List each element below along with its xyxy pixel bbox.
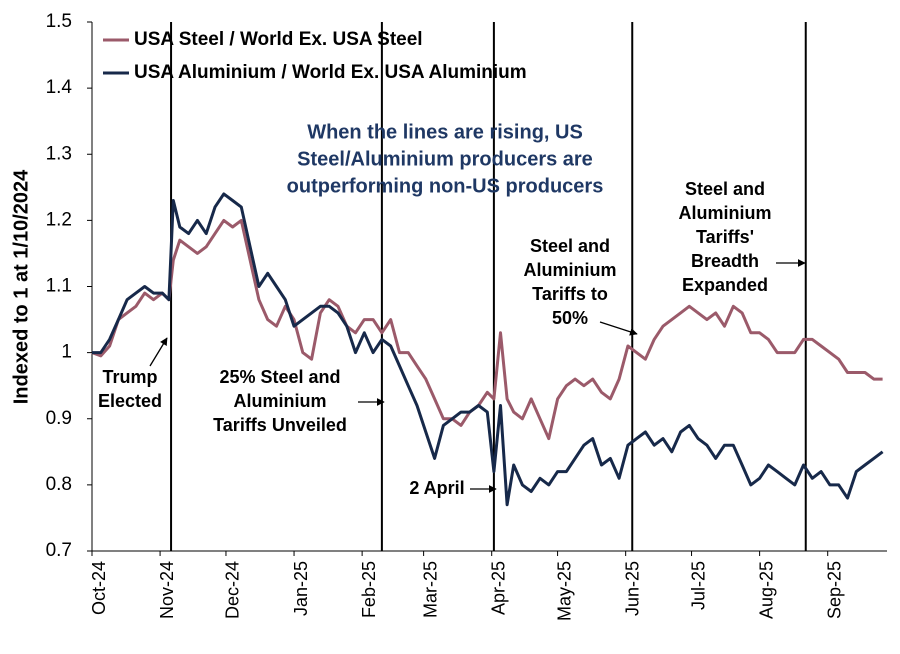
series-line [91,218,883,441]
note: outperforming non-US producers [287,175,604,197]
x-tick-label: May-25 [554,561,574,621]
y-tick-label: 1.3 [46,143,72,164]
y-axis-label: Indexed to 1 at 1/10/2024 [10,169,32,404]
x-tick-label: Dec-24 [223,561,243,619]
annotation: 2 April [409,478,464,498]
y-tick-label: 1.4 [46,77,73,98]
x-tick-label: Jul-25 [688,561,708,610]
y-tick-label: 0.8 [46,474,72,495]
note: Steel/Aluminium producers are [297,148,593,170]
x-tick-label: Jan-25 [291,561,311,616]
annotation-arrow [599,321,638,336]
y-tick-label: 0.7 [46,540,72,561]
annotation: Tariffs to [532,284,608,304]
x-tick-label: Sep-25 [824,561,844,619]
x-tick-label: Jun-25 [622,561,642,616]
annotation: Tariffs Unveiled [213,415,347,435]
x-tick-label: Oct-24 [89,561,109,615]
annotation: Elected [98,391,162,411]
legend-label: USA Steel / World Ex. USA Steel [134,29,423,50]
legend-label: USA Aluminium / World Ex. USA Aluminium [134,62,527,83]
annotation: Steel and [530,236,610,256]
x-tick-label: Aug-25 [756,561,776,619]
y-tick-label: 0.9 [46,408,72,429]
annotation: Breadth [691,251,759,271]
note: When the lines are rising, US [307,121,583,143]
y-tick-label: 1.2 [46,209,72,230]
annotation: Aluminium [524,260,617,280]
x-tick-label: Mar-25 [420,561,440,618]
annotation: Tariffs' [696,227,754,247]
x-tick-label: Feb-25 [359,561,379,618]
annotation: 50% [552,308,588,328]
y-tick-label: 1.5 [46,11,72,32]
series-line [92,192,884,507]
y-tick-label: 1 [61,342,72,363]
annotation: Steel and [685,179,765,199]
annotation: Aluminium [234,391,327,411]
annotation-arrow [149,337,168,367]
annotation: Trump [102,367,157,387]
y-tick-label: 1.1 [46,276,72,297]
x-tick-label: Nov-24 [157,561,177,619]
annotation: Expanded [682,275,768,295]
x-tick-label: Apr-25 [488,561,508,615]
annotation: Aluminium [679,203,772,223]
annotation: 25% Steel and [219,367,340,387]
